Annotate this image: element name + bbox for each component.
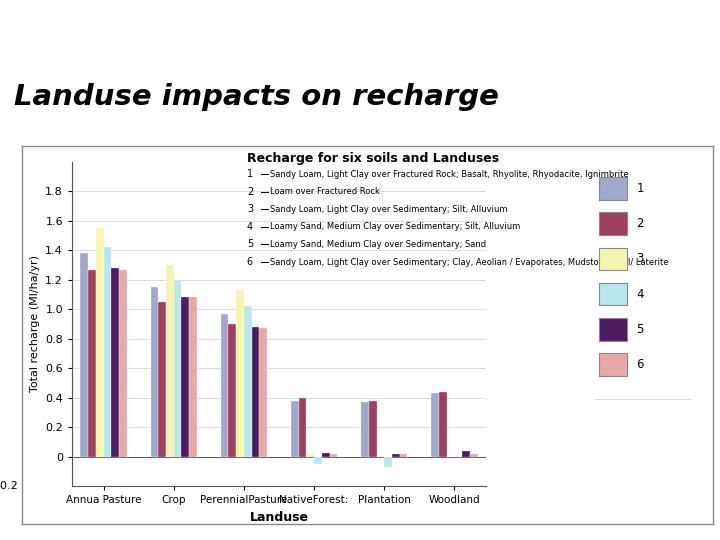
Bar — [181, 298, 189, 456]
Text: Loam over Fractured Rock: Loam over Fractured Rock — [270, 187, 379, 196]
Text: 5: 5 — [247, 239, 253, 249]
Y-axis label: Total recharge (Ml/ha/yr): Total recharge (Ml/ha/yr) — [30, 255, 40, 393]
Text: 2: 2 — [247, 187, 253, 197]
Text: 1: 1 — [636, 182, 644, 195]
Bar — [228, 324, 236, 456]
Bar — [369, 401, 377, 456]
Bar — [174, 280, 181, 456]
Bar — [291, 401, 299, 456]
Text: Loamy Sand, Medium Clay over Sedimentary; Sand: Loamy Sand, Medium Clay over Sedimentary… — [270, 240, 486, 249]
Bar — [470, 454, 477, 456]
FancyBboxPatch shape — [599, 177, 627, 200]
Text: 2: 2 — [636, 217, 644, 231]
Text: Recharge for six soils and Landuses: Recharge for six soils and Landuses — [247, 152, 499, 165]
Bar — [158, 302, 166, 456]
Bar — [119, 269, 127, 456]
Bar — [392, 454, 400, 456]
Bar — [104, 247, 112, 456]
Text: Loamy Sand, Medium Clay over Sedimentary; Silt, Alluvium: Loamy Sand, Medium Clay over Sedimentary… — [270, 222, 520, 231]
FancyBboxPatch shape — [599, 283, 627, 306]
Text: Landuse impacts on recharge: Landuse impacts on recharge — [14, 83, 499, 111]
Bar — [361, 402, 369, 456]
Bar — [330, 454, 337, 456]
Text: 6: 6 — [636, 358, 644, 371]
Text: 4: 4 — [636, 288, 644, 301]
FancyBboxPatch shape — [599, 353, 627, 376]
FancyBboxPatch shape — [599, 248, 627, 271]
Bar — [259, 328, 267, 456]
Text: Sandy Loam, Light Clay over Sedimentary; Clay, Aeolian / Evaporates, Mudstone/Ma: Sandy Loam, Light Clay over Sedimentary;… — [270, 258, 668, 267]
Bar — [81, 253, 88, 456]
Bar — [314, 456, 322, 464]
Bar — [462, 451, 470, 456]
Text: 1: 1 — [247, 169, 253, 179]
Bar — [112, 268, 119, 456]
Text: 4: 4 — [247, 222, 253, 232]
Bar — [221, 314, 228, 456]
FancyBboxPatch shape — [599, 212, 627, 235]
Bar — [150, 287, 158, 456]
X-axis label: Landuse: Landuse — [250, 511, 308, 524]
Bar — [322, 453, 330, 456]
Bar — [400, 454, 408, 456]
Text: 3: 3 — [636, 253, 644, 266]
Bar — [251, 327, 259, 456]
Text: Teacher Earth Science Education Programme: Teacher Earth Science Education Programm… — [9, 22, 345, 35]
Bar — [384, 456, 392, 467]
Text: -0.2: -0.2 — [0, 481, 18, 491]
Bar — [439, 392, 446, 456]
Bar — [431, 393, 439, 456]
Text: 5: 5 — [636, 323, 644, 336]
Bar — [88, 269, 96, 456]
Bar — [299, 397, 307, 456]
Bar — [166, 265, 174, 456]
Text: Sandy Loam, Light Clay over Fractured Rock; Basalt, Rhyolite, Rhyodacite, Ignimb: Sandy Loam, Light Clay over Fractured Ro… — [270, 170, 629, 179]
Text: 3: 3 — [247, 204, 253, 214]
FancyBboxPatch shape — [599, 318, 627, 341]
Bar — [189, 298, 197, 456]
Bar — [244, 306, 251, 456]
Text: 6: 6 — [247, 257, 253, 267]
Text: Sandy Loam, Light Clay over Sedimentary; Silt, Alluvium: Sandy Loam, Light Clay over Sedimentary;… — [270, 205, 508, 214]
Bar — [236, 290, 244, 456]
Bar — [96, 228, 104, 456]
Bar — [307, 454, 314, 456]
